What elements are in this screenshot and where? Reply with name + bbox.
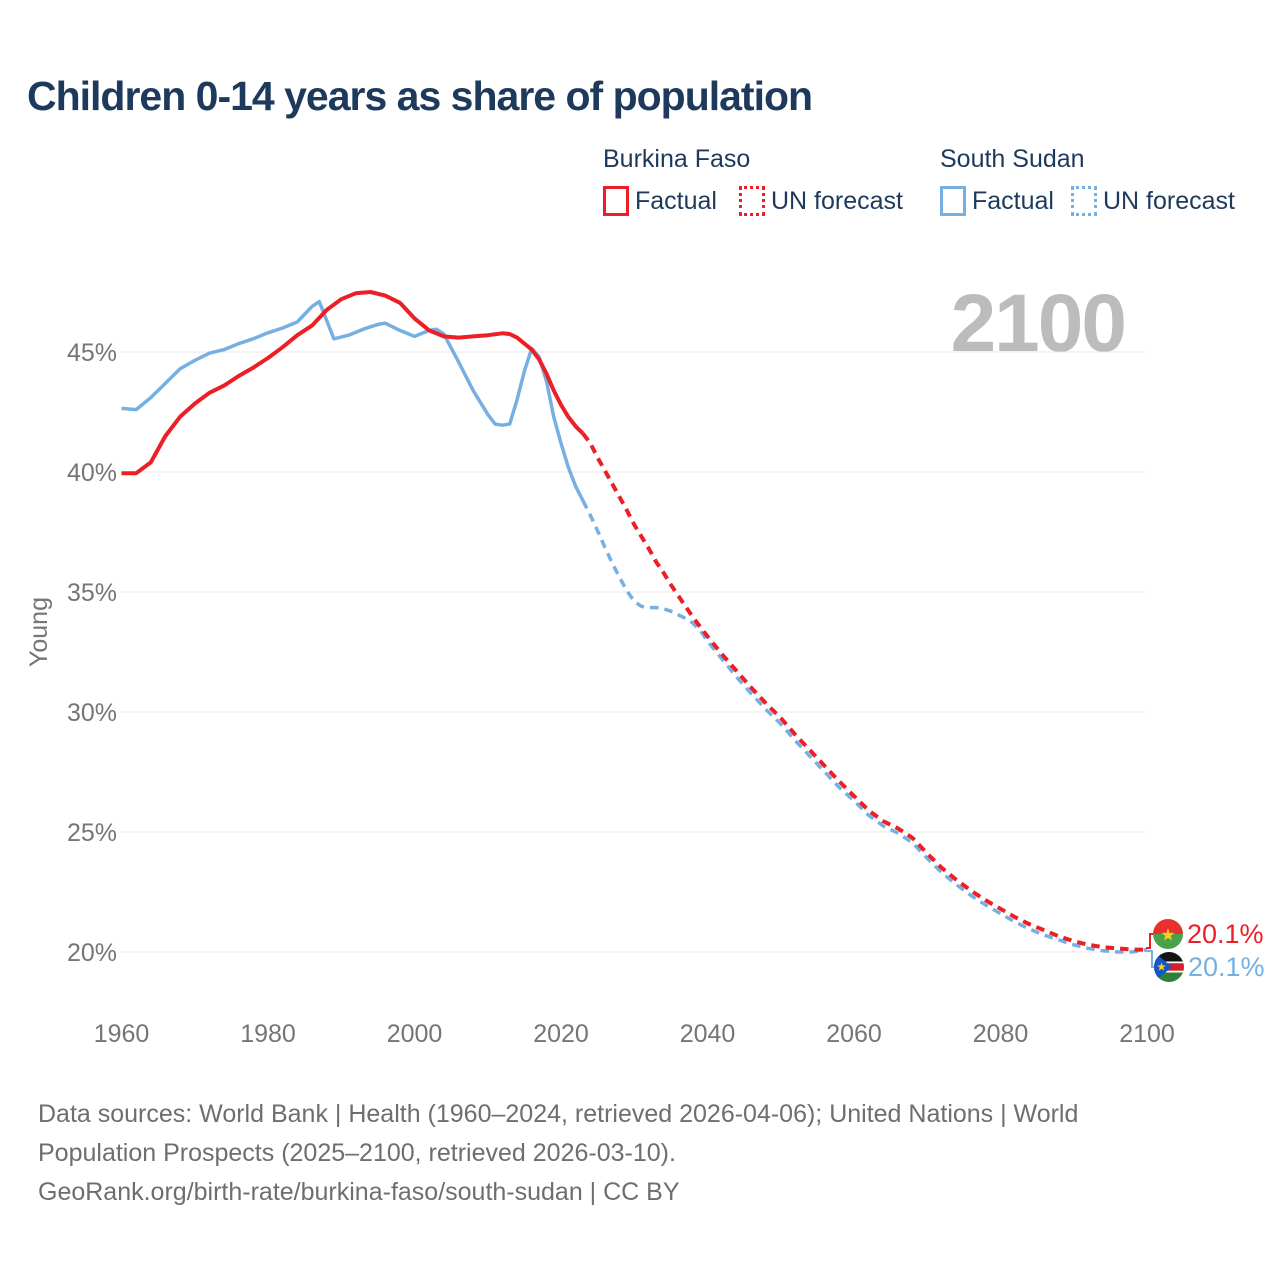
y-tick-label-30: 30% bbox=[67, 699, 117, 727]
y-tick-label-25: 25% bbox=[67, 819, 117, 847]
legend-country-south-sudan: South Sudan bbox=[940, 145, 1085, 173]
ss-factual-swatch-icon bbox=[940, 186, 966, 216]
ss-label-connector bbox=[1146, 950, 1154, 968]
bf-label-connector bbox=[1146, 933, 1153, 949]
y-axis-label: Young bbox=[25, 597, 53, 667]
ss-forecast-label: UN forecast bbox=[1102, 186, 1235, 215]
legend-country-burkina-faso: Burkina Faso bbox=[603, 145, 751, 173]
bf-end-value-label: 20.1% bbox=[1187, 919, 1264, 949]
legend-burkina-faso: Burkina Faso Factual UN forecast bbox=[603, 144, 903, 216]
y-tick-label-45: 45% bbox=[67, 339, 117, 367]
x-tick-label-1960: 1960 bbox=[94, 1020, 150, 1048]
footer-line-1: Data sources: World Bank | Health (1960–… bbox=[38, 1100, 1079, 1128]
watermark-year: 2100 bbox=[950, 278, 1127, 369]
x-tick-label-2040: 2040 bbox=[680, 1020, 736, 1048]
data-sources-footer: Data sources: World Bank | Health (1960–… bbox=[38, 1095, 1078, 1212]
series-line-south-sudan-factual bbox=[121, 299, 585, 502]
x-tick-label-2100: 2100 bbox=[1119, 1020, 1175, 1048]
ss-end-value-label: 20.1% bbox=[1188, 952, 1265, 982]
bf-factual-swatch-icon bbox=[603, 186, 629, 216]
x-tick-label-2080: 2080 bbox=[973, 1020, 1029, 1048]
south-sudan-flag-icon bbox=[1154, 952, 1184, 982]
ss-forecast-swatch-icon bbox=[1070, 186, 1097, 216]
x-tick-label-2060: 2060 bbox=[826, 1020, 882, 1048]
series-line-burkina-faso-factual bbox=[121, 290, 585, 476]
x-tick-label-1980: 1980 bbox=[240, 1020, 296, 1048]
ss-factual-label: Factual bbox=[972, 186, 1054, 215]
footer-line-2: Population Prospects (2025–2100, retriev… bbox=[38, 1139, 676, 1167]
legend-row-south-sudan: Factual UN forecast bbox=[940, 186, 1235, 216]
legend-row-burkina-faso: Factual UN forecast bbox=[603, 186, 903, 216]
legend-south-sudan: South Sudan Factual UN forecast bbox=[940, 144, 1235, 216]
chart-title: Children 0-14 years as share of populati… bbox=[27, 73, 813, 119]
x-tick-label-2000: 2000 bbox=[387, 1020, 443, 1048]
bf-factual-label: Factual bbox=[635, 186, 717, 215]
bf-forecast-swatch-icon bbox=[738, 186, 765, 216]
footer-line-3: GeoRank.org/birth-rate/burkina-faso/sout… bbox=[38, 1178, 680, 1206]
y-tick-label-35: 35% bbox=[67, 579, 117, 607]
burkina-faso-flag-icon bbox=[1153, 919, 1183, 949]
x-tick-label-2020: 2020 bbox=[533, 1020, 589, 1048]
series-line-south-sudan-un-forecast bbox=[581, 500, 1148, 954]
bf-forecast-label: UN forecast bbox=[770, 186, 903, 215]
y-tick-label-40: 40% bbox=[67, 459, 117, 487]
y-tick-label-20: 20% bbox=[67, 939, 117, 967]
series-line-burkina-faso-un-forecast bbox=[581, 432, 1147, 952]
